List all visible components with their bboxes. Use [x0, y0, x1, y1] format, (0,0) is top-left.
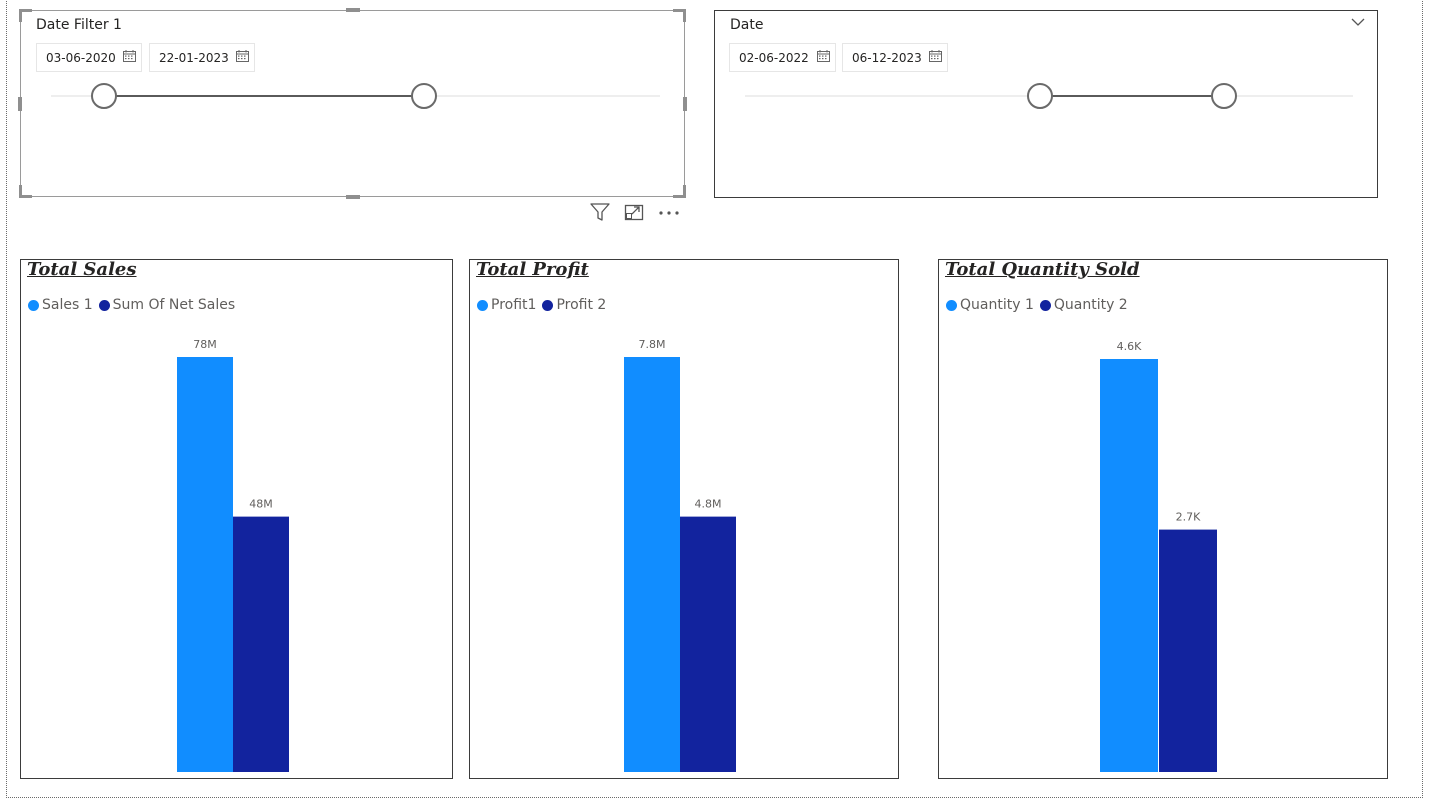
legend-item[interactable]: Quantity 1 [946, 297, 1034, 313]
legend-marker [477, 299, 488, 311]
legend-item[interactable]: Profit1 [477, 297, 536, 313]
calendar-icon[interactable] [817, 50, 830, 62]
start-date-input[interactable]: 03-06-2020 [36, 43, 142, 72]
resize-handle[interactable] [346, 195, 360, 199]
slider-end-handle[interactable] [1211, 83, 1237, 109]
bar-sum-of-net-sales[interactable] [233, 516, 289, 772]
end-date-value: 06-12-2023 [852, 50, 922, 65]
legend-label: Sales 1 [42, 297, 93, 313]
legend-marker [946, 299, 957, 311]
bar-profit-2[interactable] [680, 516, 736, 772]
legend-marker [542, 299, 554, 311]
chart-plot: 4.6K 2.7K [1100, 340, 1217, 772]
report-canvas [6, 0, 1423, 798]
calendar-icon[interactable] [123, 50, 136, 62]
legend-label: Quantity 2 [1053, 297, 1128, 313]
resize-handle[interactable] [346, 8, 360, 12]
total-profit-chart[interactable]: Total Profit Profit1 Profit 2 7.8M 4.8M [469, 259, 899, 779]
date-filter-1-slicer[interactable]: Date Filter 1 03-06-2020 22-01-2023 [18, 8, 687, 199]
chart-title: Total Profit [476, 259, 589, 280]
start-date-value: 03-06-2020 [46, 50, 116, 65]
resize-handle[interactable] [673, 9, 686, 22]
bar-sales-1[interactable] [177, 357, 233, 772]
chart-title: Total Sales [27, 259, 137, 280]
more-options-icon[interactable] [657, 202, 681, 222]
chart-plot: 7.8M 4.8M [624, 338, 736, 772]
bar-profit1[interactable] [624, 357, 680, 772]
calendar-icon[interactable] [929, 50, 942, 62]
legend-label: Quantity 1 [960, 297, 1034, 313]
chart-plot: 78M 48M [177, 338, 289, 772]
resize-handle[interactable] [19, 9, 32, 22]
slicer-title: Date Filter 1 [36, 17, 122, 33]
data-label: 2.7K [1176, 511, 1201, 524]
resize-handle[interactable] [19, 185, 32, 198]
legend-item[interactable]: Sum Of Net Sales [98, 297, 236, 313]
calendar-icon[interactable] [236, 50, 249, 62]
resize-handle[interactable] [673, 185, 686, 198]
legend-label: Profit1 [491, 297, 537, 313]
total-sales-chart[interactable]: Total Sales Sales 1 Sum Of Net Sales 78M… [20, 259, 453, 779]
end-date-value: 22-01-2023 [159, 50, 229, 65]
slider-start-handle[interactable] [91, 83, 117, 109]
chart-legend: Profit1 Profit 2 [477, 297, 612, 313]
data-label: 4.6K [1117, 340, 1142, 353]
chart-legend: Quantity 1 Quantity 2 [946, 297, 1134, 313]
data-label: 4.8M [695, 498, 722, 511]
legend-item[interactable]: Quantity 2 [1039, 297, 1128, 313]
focus-mode-icon[interactable] [624, 202, 644, 222]
bar-quantity-1[interactable] [1100, 359, 1158, 772]
legend-marker [98, 299, 110, 311]
slider-range [1040, 95, 1224, 97]
legend-item[interactable]: Sales 1 [28, 297, 93, 313]
chevron-down-icon[interactable] [1351, 17, 1365, 27]
resize-handle[interactable] [18, 97, 22, 111]
chart-title: Total Quantity Sold [945, 259, 1140, 280]
bar-quantity-2[interactable] [1159, 529, 1217, 772]
chart-legend: Sales 1 Sum Of Net Sales [28, 297, 241, 313]
start-date-input[interactable]: 02-06-2022 [729, 43, 836, 72]
end-date-input[interactable]: 22-01-2023 [149, 43, 255, 72]
data-label: 78M [193, 338, 217, 351]
slider-range [104, 95, 425, 97]
legend-marker [28, 299, 39, 311]
legend-label: Profit 2 [556, 297, 607, 313]
slider-start-handle[interactable] [1027, 83, 1053, 109]
filter-icon[interactable] [590, 202, 610, 222]
data-label: 48M [249, 498, 273, 511]
slider-end-handle[interactable] [411, 83, 437, 109]
date-slicer[interactable]: Date 02-06-2022 06-12-2023 [714, 10, 1378, 198]
legend-marker [1039, 299, 1051, 311]
data-label: 7.8M [639, 338, 666, 351]
slicer-title: Date [730, 17, 764, 33]
legend-label: Sum Of Net Sales [112, 297, 236, 313]
total-quantity-sold-chart[interactable]: Total Quantity Sold Quantity 1 Quantity … [938, 259, 1388, 779]
start-date-value: 02-06-2022 [739, 50, 809, 65]
resize-handle[interactable] [683, 97, 687, 111]
end-date-input[interactable]: 06-12-2023 [842, 43, 948, 72]
legend-item[interactable]: Profit 2 [542, 297, 606, 313]
